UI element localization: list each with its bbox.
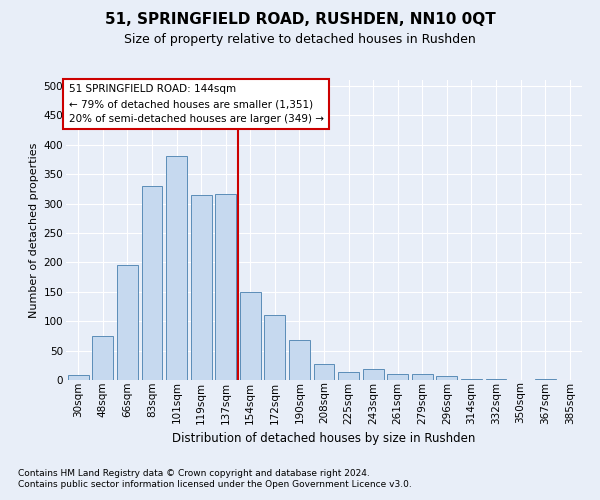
Bar [289, 340, 310, 380]
Bar [215, 194, 236, 380]
Bar [92, 336, 113, 380]
Text: Contains HM Land Registry data © Crown copyright and database right 2024.: Contains HM Land Registry data © Crown c… [18, 468, 370, 477]
X-axis label: Distribution of detached houses by size in Rushden: Distribution of detached houses by size … [172, 432, 476, 445]
Bar [338, 372, 359, 380]
Bar [461, 379, 482, 380]
Bar [314, 364, 334, 380]
Text: 51, SPRINGFIELD ROAD, RUSHDEN, NN10 0QT: 51, SPRINGFIELD ROAD, RUSHDEN, NN10 0QT [104, 12, 496, 28]
Bar [142, 186, 163, 380]
Bar [166, 156, 187, 380]
Y-axis label: Number of detached properties: Number of detached properties [29, 142, 40, 318]
Bar [387, 374, 408, 380]
Bar [436, 376, 457, 380]
Bar [362, 370, 383, 380]
Bar [240, 292, 261, 380]
Bar [117, 266, 138, 380]
Text: 51 SPRINGFIELD ROAD: 144sqm
← 79% of detached houses are smaller (1,351)
20% of : 51 SPRINGFIELD ROAD: 144sqm ← 79% of det… [68, 84, 323, 124]
Bar [191, 194, 212, 380]
Text: Contains public sector information licensed under the Open Government Licence v3: Contains public sector information licen… [18, 480, 412, 489]
Text: Size of property relative to detached houses in Rushden: Size of property relative to detached ho… [124, 32, 476, 46]
Bar [265, 316, 286, 380]
Bar [68, 376, 89, 380]
Bar [412, 374, 433, 380]
